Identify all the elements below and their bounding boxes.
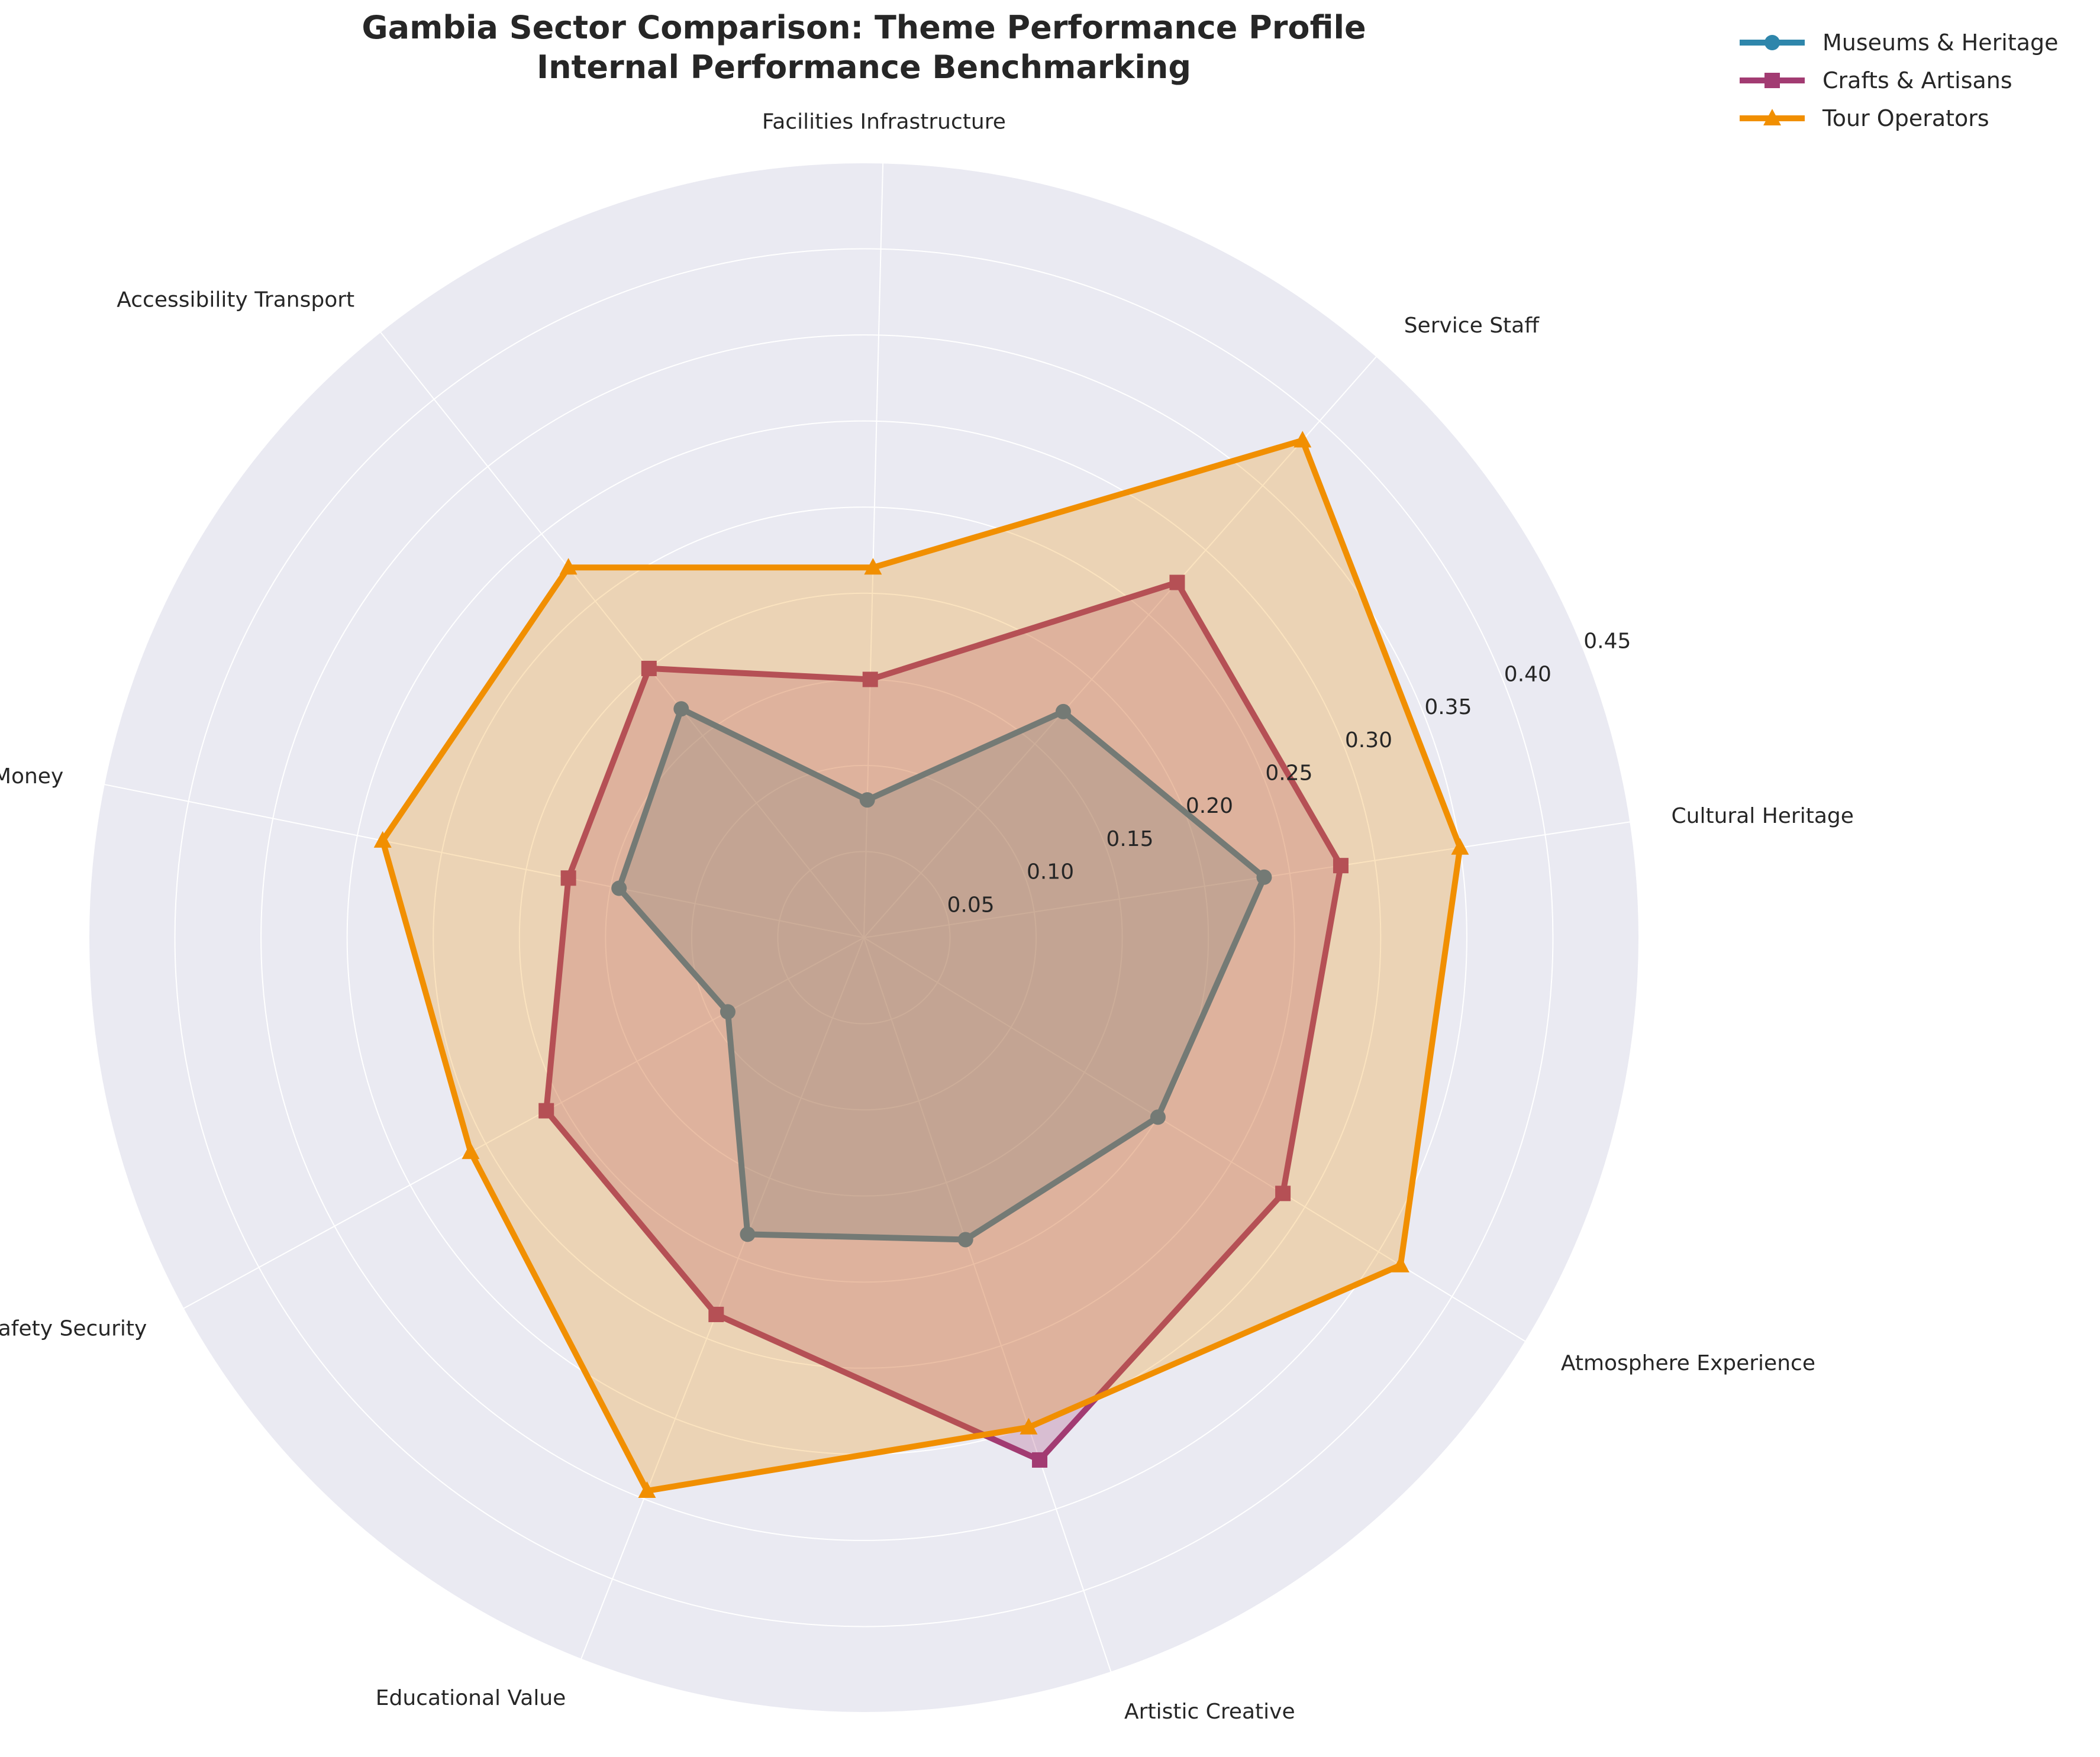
- data-point: [1020, 1417, 1038, 1435]
- grid-circle: [777, 851, 951, 1025]
- data-point: [1293, 431, 1312, 448]
- grid-spoke: [863, 356, 1378, 938]
- legend-entry: Museums & Heritage: [1740, 30, 2059, 56]
- grid-spoke: [863, 163, 884, 938]
- series-line: [543, 579, 1344, 1463]
- legend-label: Museums & Heritage: [1822, 30, 2059, 56]
- data-point: [638, 1481, 656, 1498]
- data-point: [1451, 838, 1469, 855]
- data-point: [957, 1232, 973, 1248]
- radial-tick-label: 0.30: [1345, 728, 1392, 752]
- radial-tick-label: 0.20: [1186, 794, 1233, 818]
- grid-spoke: [183, 937, 864, 1309]
- data-point: [611, 880, 627, 896]
- series-line: [379, 437, 1463, 1494]
- grid-circle: [174, 248, 1554, 1627]
- grid-circle: [691, 764, 1037, 1111]
- legend-marker: [1764, 35, 1780, 50]
- legend-label: Tour Operators: [1822, 105, 1989, 131]
- data-point: [708, 1306, 724, 1322]
- series-layer: [373, 431, 1469, 1498]
- chart-subtitle: Internal Performance Benchmarking: [537, 49, 1191, 86]
- data-point: [1275, 1186, 1291, 1202]
- legend-entry: Crafts & Artisans: [1740, 67, 2012, 93]
- data-point: [1333, 858, 1349, 874]
- grid-spoke: [863, 937, 1526, 1342]
- data-point: [720, 1004, 736, 1020]
- grid-circle: [433, 506, 1295, 1369]
- series-fill: [619, 709, 1264, 1240]
- data-point: [862, 671, 878, 687]
- grid-spoke: [580, 937, 864, 1660]
- radial-tick-label: 0.35: [1424, 695, 1472, 719]
- category-label: Educational Value: [376, 1686, 566, 1710]
- data-point: [538, 1103, 554, 1119]
- series-line: [616, 706, 1267, 1243]
- category-label: Accessibility Transport: [117, 288, 354, 312]
- data-point: [560, 870, 576, 886]
- data-point: [1256, 869, 1272, 885]
- data-point: [859, 792, 875, 808]
- data-point: [864, 558, 882, 575]
- legend-entry: Tour Operators: [1740, 105, 1989, 131]
- series-group: [611, 701, 1272, 1248]
- category-label: Facilities Infrastructure: [762, 109, 1006, 134]
- radial-tick-label: 0.05: [947, 893, 994, 917]
- radial-tick-label: 0.40: [1504, 662, 1551, 686]
- radial-tick-labels: 0.05 0.10 0.15 0.20 0.25 0.30 0.35 0.40 0.45: [947, 629, 1631, 918]
- category-label: Artistic Creative: [1124, 1700, 1295, 1724]
- data-point: [673, 701, 689, 717]
- radial-tick-label: 0.15: [1106, 827, 1153, 851]
- data-point: [1391, 1255, 1409, 1272]
- legend-label: Crafts & Artisans: [1822, 67, 2012, 93]
- data-point: [641, 660, 657, 676]
- data-point: [373, 831, 392, 848]
- category-label: Service Staff: [1404, 314, 1540, 338]
- data-point: [740, 1226, 756, 1242]
- data-point: [1150, 1109, 1166, 1125]
- series-group: [373, 431, 1469, 1498]
- legend: Museums & Heritage Crafts & Artisans Tour …: [1740, 30, 2059, 131]
- data-point: [1055, 703, 1071, 719]
- legend-marker: [1764, 73, 1780, 88]
- radial-tick-label: 0.45: [1583, 629, 1631, 654]
- radial-tick-label: 0.25: [1265, 761, 1312, 785]
- category-label: Cultural Heritage: [1672, 804, 1854, 828]
- data-point: [1169, 574, 1185, 590]
- grid-spoke: [863, 821, 1631, 938]
- grid-circle: [260, 334, 1467, 1541]
- series-group: [538, 574, 1349, 1468]
- grid-circle: [518, 592, 1209, 1283]
- grid-spoke: [104, 783, 864, 938]
- category-label: Safety Security: [0, 1316, 147, 1341]
- grid-spoke: [863, 937, 1112, 1672]
- category-label: Value Money: [0, 764, 63, 789]
- series-fill: [382, 440, 1460, 1491]
- grid-circle: [88, 162, 1640, 1713]
- series-fill: [546, 582, 1341, 1460]
- data-point: [462, 1142, 480, 1160]
- grid-spoke: [380, 331, 864, 938]
- category-label: Atmosphere Experience: [1561, 1351, 1815, 1375]
- legend-marker: [1763, 109, 1781, 125]
- data-point: [1032, 1452, 1048, 1468]
- data-point: [559, 558, 578, 575]
- radial-tick-label: 0.10: [1027, 860, 1074, 884]
- category-labels: Cultural Heritage Service Staff Facilities…: [0, 109, 1854, 1724]
- chart-title: Gambia Sector Comparison: Theme Performa…: [362, 9, 1366, 46]
